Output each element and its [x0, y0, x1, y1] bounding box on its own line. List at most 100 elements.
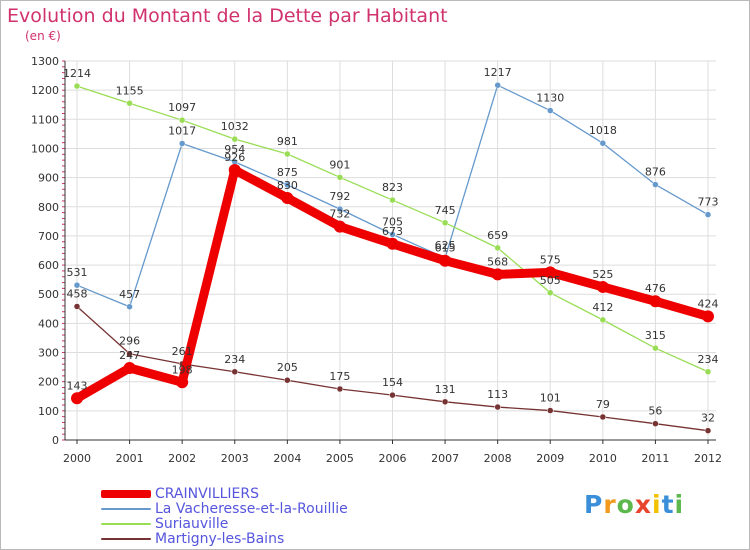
y-tick-label: 0 — [52, 434, 59, 447]
data-label: 234 — [224, 353, 245, 366]
data-label: 205 — [277, 361, 298, 374]
x-tick-label: 2000 — [63, 452, 91, 465]
data-point — [599, 139, 607, 147]
y-tick-label: 100 — [38, 405, 59, 418]
data-point — [389, 231, 396, 238]
logo-letter: r — [603, 490, 617, 519]
x-tick-label: 2003 — [221, 452, 249, 465]
data-label: 412 — [592, 301, 613, 314]
grid-lines — [65, 60, 716, 441]
data-label: 615 — [435, 242, 456, 255]
x-tick-label: 2008 — [484, 452, 512, 465]
data-label: 901 — [329, 158, 350, 171]
data-point — [389, 196, 396, 204]
data-label: 234 — [698, 353, 719, 366]
data-point — [178, 116, 186, 124]
data-label: 247 — [119, 349, 140, 362]
series-2 — [73, 82, 712, 376]
data-point — [333, 220, 346, 233]
data-point — [281, 192, 294, 205]
data-point — [336, 174, 344, 181]
data-point — [73, 303, 81, 310]
y-tick-label: 300 — [38, 347, 59, 360]
x-tick-label: 2004 — [273, 452, 301, 465]
y-tick-labels: 0 100 200 300 400 500 600 700 800 900 1000 1100 1200… — [31, 55, 59, 447]
data-point — [123, 361, 136, 374]
data-point — [228, 164, 241, 177]
x-tick-label: 2001 — [116, 452, 144, 465]
y-tick-label: 200 — [38, 376, 59, 389]
axes — [62, 60, 716, 444]
data-point — [389, 391, 396, 399]
data-label: 732 — [329, 208, 350, 221]
data-point — [547, 107, 554, 114]
data-label: 575 — [540, 253, 561, 266]
data-label: 424 — [698, 297, 719, 310]
data-point — [231, 368, 238, 376]
data-point — [596, 280, 609, 293]
data-label: 113 — [487, 388, 508, 401]
x-tick-label: 2002 — [168, 452, 196, 465]
chart-title: Evolution du Montant de la Dette par Hab… — [7, 5, 448, 27]
data-label: 531 — [67, 266, 88, 279]
data-point — [649, 295, 662, 308]
legend-label: La Vacheresse-et-la-Rouillie — [155, 501, 348, 517]
y-tick-label: 600 — [38, 259, 59, 272]
data-label: 458 — [67, 287, 88, 300]
x-tick-label: 2005 — [326, 452, 354, 465]
y-tick-label: 1100 — [31, 113, 59, 126]
data-point — [652, 181, 659, 188]
x-tick-label: 2010 — [589, 452, 617, 465]
data-label: 981 — [277, 135, 298, 148]
data-label: 525 — [592, 268, 613, 281]
data-point — [494, 81, 501, 89]
data-label: 875 — [277, 166, 298, 179]
logo-letter: o — [616, 490, 635, 519]
data-point — [494, 244, 501, 252]
proxiti-logo: Proxiti — [584, 490, 684, 519]
data-label: 101 — [540, 392, 561, 405]
logo-letter: i — [652, 490, 662, 519]
data-label: 1214 — [63, 67, 91, 80]
data-label: 773 — [698, 196, 719, 209]
data-label: 79 — [596, 398, 610, 411]
data-label: 792 — [329, 190, 350, 203]
legend-label: Martigny-les-Bains — [155, 531, 285, 547]
data-point — [491, 268, 504, 281]
legend-swatch — [101, 508, 151, 510]
series-1 — [73, 81, 712, 311]
data-label: 705 — [382, 215, 403, 228]
data-point — [704, 427, 712, 434]
data-point — [441, 398, 449, 406]
data-point — [73, 281, 81, 289]
data-point — [652, 420, 659, 427]
data-label: 568 — [487, 255, 508, 268]
data-label: 315 — [645, 329, 666, 342]
data-point — [544, 266, 557, 279]
data-label: 1097 — [168, 101, 196, 114]
data-point — [439, 254, 452, 267]
data-point — [178, 140, 186, 147]
series-0 — [71, 164, 714, 405]
data-label: 505 — [540, 274, 561, 287]
data-label: 261 — [172, 345, 193, 358]
chart-subtitle: (en €) — [25, 29, 61, 43]
data-point — [126, 303, 133, 311]
data-point — [284, 150, 291, 158]
y-tick-label: 800 — [38, 201, 59, 214]
data-point — [176, 376, 189, 389]
data-point — [336, 385, 344, 393]
data-labels: 143 247 198 926 830 732 673 615 568 575 525 476 424 5… — [63, 66, 719, 424]
data-label: 1217 — [484, 66, 512, 79]
data-point — [73, 82, 81, 90]
logo-letter: x — [634, 490, 652, 519]
data-label: 56 — [648, 405, 662, 418]
y-tick-label: 500 — [38, 288, 59, 301]
data-point — [547, 289, 554, 297]
data-point — [652, 344, 659, 352]
x-tick-label: 2009 — [536, 452, 564, 465]
data-point — [284, 376, 291, 384]
logo-letter: P — [584, 490, 604, 519]
data-label: 745 — [435, 204, 456, 217]
